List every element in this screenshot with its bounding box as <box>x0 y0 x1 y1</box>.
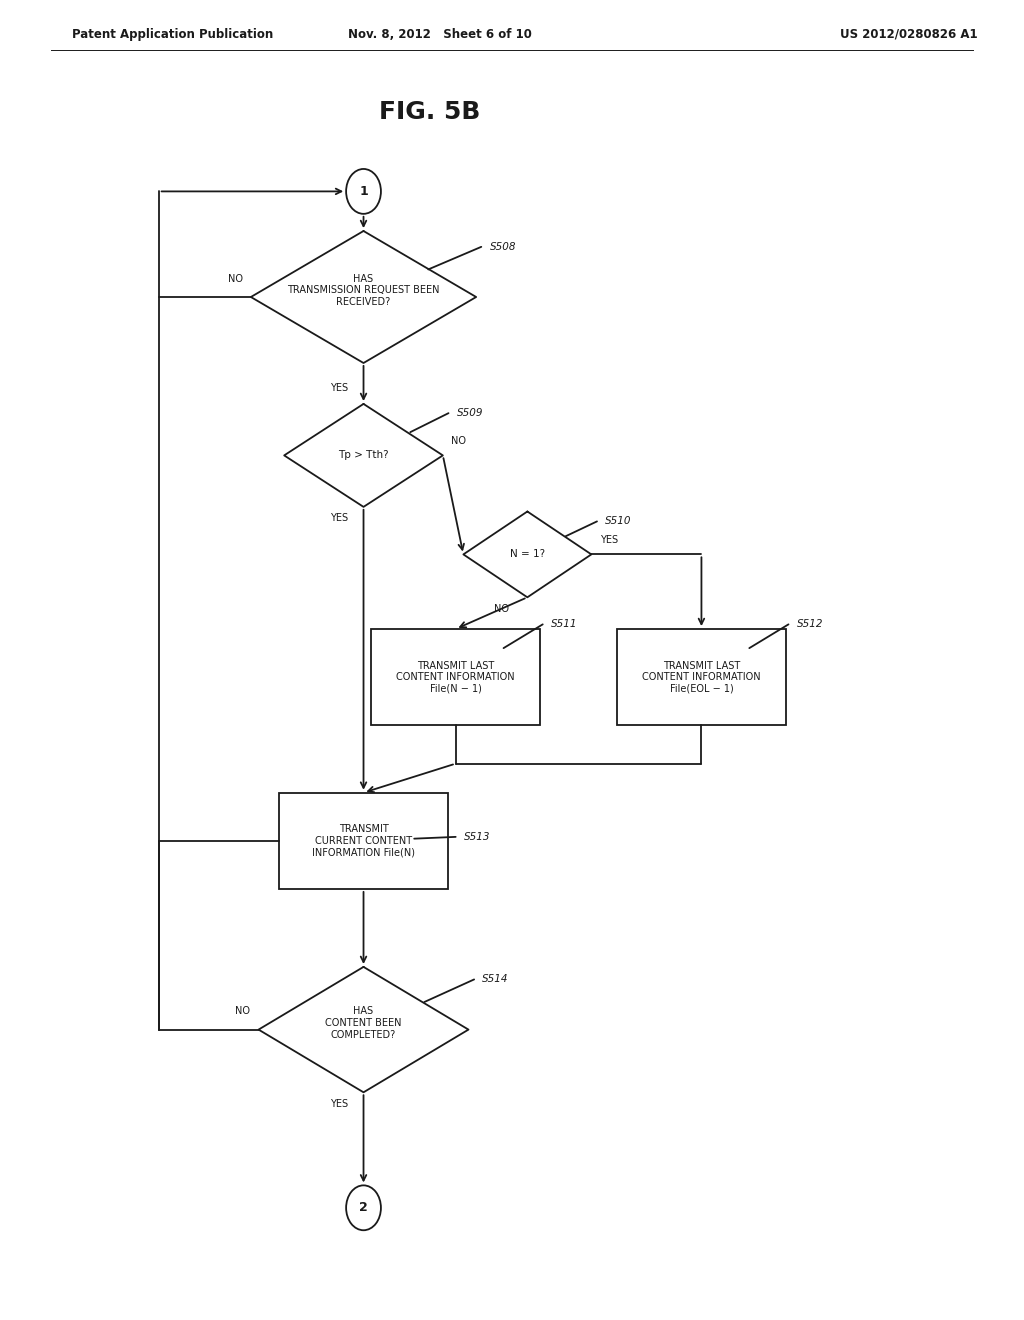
Text: N = 1?: N = 1? <box>510 549 545 560</box>
Text: US 2012/0280826 A1: US 2012/0280826 A1 <box>840 28 977 41</box>
Text: S508: S508 <box>489 242 516 252</box>
Text: S509: S509 <box>457 408 483 418</box>
Text: YES: YES <box>330 1098 348 1109</box>
Text: NO: NO <box>451 436 466 446</box>
Text: NO: NO <box>494 605 509 614</box>
Text: S513: S513 <box>464 832 490 842</box>
Bar <box>616 630 786 726</box>
Text: S510: S510 <box>605 516 632 527</box>
Text: S514: S514 <box>482 974 509 985</box>
Text: HAS
CONTENT BEEN
COMPLETED?: HAS CONTENT BEEN COMPLETED? <box>326 1006 401 1040</box>
Text: YES: YES <box>600 535 617 545</box>
Text: NO: NO <box>236 1006 250 1016</box>
Text: YES: YES <box>330 383 348 393</box>
Text: 2: 2 <box>359 1201 368 1214</box>
Text: 1: 1 <box>359 185 368 198</box>
Text: YES: YES <box>330 513 348 524</box>
Text: TRANSMIT
CURRENT CONTENT
INFORMATION File(N): TRANSMIT CURRENT CONTENT INFORMATION Fil… <box>312 824 415 858</box>
Text: FIG. 5B: FIG. 5B <box>380 100 480 124</box>
Text: NO: NO <box>227 273 243 284</box>
Text: Nov. 8, 2012   Sheet 6 of 10: Nov. 8, 2012 Sheet 6 of 10 <box>348 28 532 41</box>
Text: HAS
TRANSMISSION REQUEST BEEN
RECEIVED?: HAS TRANSMISSION REQUEST BEEN RECEIVED? <box>288 273 439 308</box>
Text: TRANSMIT LAST
CONTENT INFORMATION
File(EOL − 1): TRANSMIT LAST CONTENT INFORMATION File(E… <box>642 660 761 694</box>
Text: Patent Application Publication: Patent Application Publication <box>72 28 273 41</box>
Bar <box>371 630 541 726</box>
Bar <box>279 792 449 890</box>
Text: S511: S511 <box>551 619 578 630</box>
Text: TRANSMIT LAST
CONTENT INFORMATION
File(N − 1): TRANSMIT LAST CONTENT INFORMATION File(N… <box>396 660 515 694</box>
Text: Tp > Tth?: Tp > Tth? <box>338 450 389 461</box>
Text: S512: S512 <box>797 619 823 630</box>
